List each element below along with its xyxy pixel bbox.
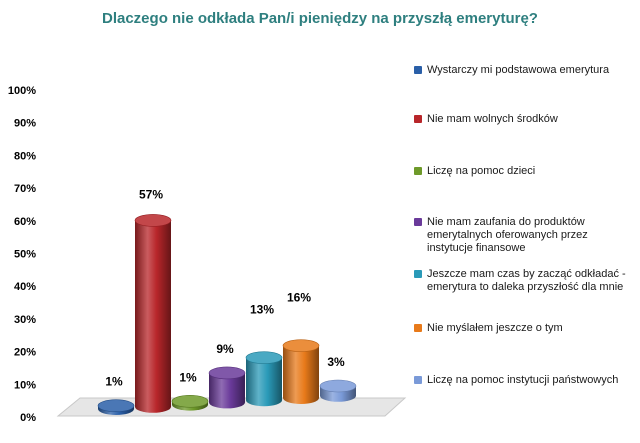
data-label: 13% <box>250 303 274 317</box>
bars-group <box>97 214 357 415</box>
bar-top <box>134 214 172 227</box>
legend-swatch <box>414 376 422 384</box>
legend-swatch <box>414 270 422 278</box>
legend-item: Liczę na pomoc dzieci <box>414 165 636 178</box>
bar-top <box>282 339 320 352</box>
legend-label: Jeszcze mam czas by zacząć odkładać - em… <box>427 268 626 293</box>
y-tick-label: 80% <box>14 150 36 162</box>
legend-item: Liczę na pomoc instytucji państwowych <box>414 374 636 387</box>
data-label: 9% <box>216 342 234 356</box>
legend-swatch <box>414 167 422 175</box>
bar <box>245 351 283 407</box>
y-tick-label: 40% <box>14 281 36 293</box>
legend-item: Wystarczy mi podstawowa emerytura <box>414 64 636 77</box>
y-tick-label: 60% <box>14 216 36 228</box>
bar <box>282 339 320 404</box>
y-tick-label: 70% <box>14 183 36 195</box>
y-axis: 0% 10% 20% 30% 40% 50% 60% 70% 80% 90% 100% <box>8 85 36 424</box>
y-tick-label: 10% <box>14 379 36 391</box>
bar-top <box>171 395 209 408</box>
bar <box>319 379 357 402</box>
data-label: 16% <box>287 291 311 305</box>
legend-swatch <box>414 324 422 332</box>
chart-title: Dlaczego nie odkłada Pan/i pieniędzy na … <box>102 10 538 27</box>
legend: Wystarczy mi podstawowa emerytura Nie ma… <box>414 58 636 438</box>
bar-top <box>319 379 357 393</box>
bar <box>97 399 135 415</box>
legend-label: Nie myślałem jeszcze o tym <box>427 322 563 334</box>
legend-label: Nie mam zaufania do produktów emerytalny… <box>427 216 588 254</box>
bar-body <box>283 345 319 404</box>
y-tick-label: 50% <box>14 249 36 261</box>
bar <box>134 214 172 413</box>
data-label: 1% <box>105 375 123 389</box>
data-labels: 1% 57% 1% 9% 13% 16% 3% <box>105 187 345 388</box>
bar <box>208 366 246 409</box>
bar-top <box>208 366 246 380</box>
data-label: 3% <box>327 355 345 369</box>
y-tick-label: 100% <box>8 85 36 97</box>
data-label: 57% <box>139 187 163 201</box>
legend-item: Nie mam wolnych środków <box>414 113 636 126</box>
bar-body <box>135 220 171 413</box>
bar-body <box>209 372 245 409</box>
bar-body <box>246 357 282 407</box>
legend-item: Jeszcze mam czas by zacząć odkładać - em… <box>414 268 636 294</box>
legend-label: Liczę na pomoc instytucji państwowych <box>427 374 619 386</box>
y-tick-label: 90% <box>14 118 36 130</box>
legend-label: Liczę na pomoc dzieci <box>427 165 536 177</box>
y-tick-label: 30% <box>14 314 36 326</box>
data-label: 1% <box>179 370 197 384</box>
bar-top <box>97 399 135 413</box>
y-tick-label: 20% <box>14 347 36 359</box>
bar <box>171 395 209 411</box>
legend-item: Nie myślałem jeszcze o tym <box>414 322 636 335</box>
legend-swatch <box>414 218 422 226</box>
y-tick-label: 0% <box>20 412 36 424</box>
bar-top <box>245 351 283 364</box>
legend-item: Nie mam zaufania do produktów emerytalny… <box>414 216 636 255</box>
legend-label: Wystarczy mi podstawowa emerytura <box>427 64 610 76</box>
legend-swatch <box>414 66 422 74</box>
legend-label: Nie mam wolnych środków <box>427 113 558 125</box>
legend-swatch <box>414 115 422 123</box>
